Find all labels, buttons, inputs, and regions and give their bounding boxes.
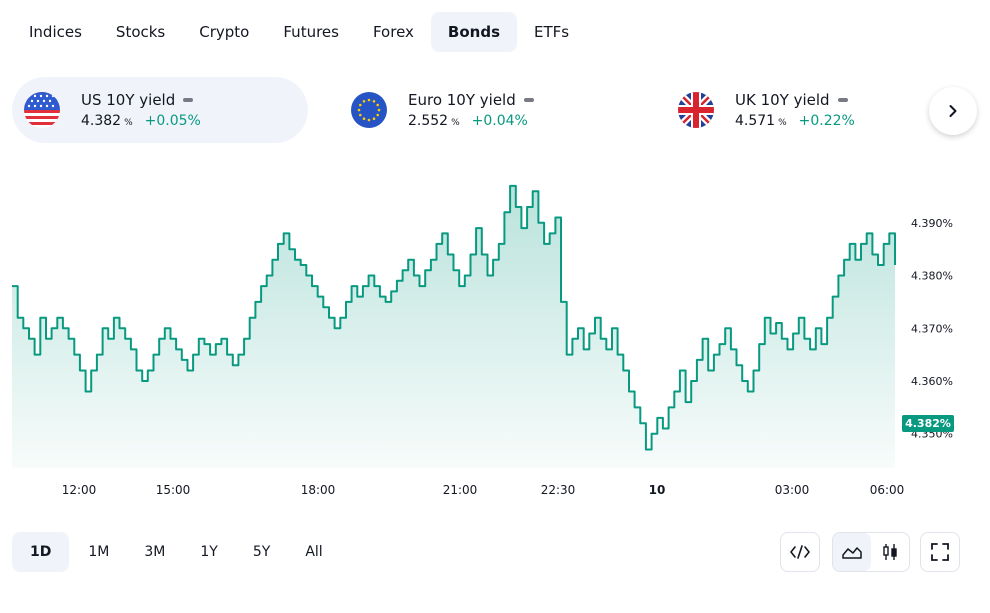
card-change: +0.22% — [798, 113, 855, 129]
y-tick-label: 4.360% — [911, 375, 953, 388]
symbol-cards: US 10Y yield 4.382 % +0.05% Euro 10Y yie… — [12, 77, 978, 143]
card-change: +0.04% — [471, 113, 528, 129]
last-price-badge: 4.382% — [902, 415, 954, 432]
tab-etfs[interactable]: ETFs — [534, 23, 570, 41]
x-tick-label: 18:00 — [301, 483, 336, 497]
tab-crypto[interactable]: Crypto — [199, 23, 250, 41]
minus-icon — [523, 98, 534, 102]
card-price: 4.382 — [81, 113, 122, 129]
card-title: UK 10Y yield — [735, 91, 830, 109]
range-1m[interactable]: 1M — [88, 544, 110, 560]
fullscreen-icon — [931, 543, 949, 561]
y-tick-label: 4.370% — [911, 322, 953, 335]
card-price: 2.552 — [408, 113, 449, 129]
x-tick-label: 15:00 — [156, 483, 191, 497]
market-tabs: Indices Stocks Crypto Futures Forex Bond… — [12, 12, 586, 52]
area-style-button[interactable] — [833, 533, 871, 571]
tab-forex[interactable]: Forex — [372, 23, 414, 41]
embed-button[interactable] — [780, 532, 820, 572]
x-tick-label: 10 — [649, 483, 666, 497]
area-chart-icon — [842, 547, 862, 559]
candles-style-button[interactable] — [871, 533, 909, 571]
card-us-10y[interactable]: US 10Y yield 4.382 % +0.05% — [12, 77, 308, 143]
range-tabs: 1D 1M 3M 1Y 5Y All — [12, 532, 342, 572]
series-area — [12, 185, 895, 468]
card-uk-10y[interactable]: UK 10Y yield 4.571 % +0.22% — [666, 77, 926, 143]
y-tick-label: 4.390% — [911, 217, 953, 230]
chart-style-toggle — [832, 532, 910, 572]
fullscreen-button[interactable] — [920, 532, 960, 572]
minus-icon — [183, 98, 194, 102]
next-cards-button[interactable] — [929, 87, 977, 135]
x-tick-label: 21:00 — [443, 483, 478, 497]
uk-flag-icon — [678, 92, 714, 128]
minus-icon — [837, 98, 848, 102]
tab-futures[interactable]: Futures — [283, 23, 339, 41]
card-title: US 10Y yield — [81, 91, 176, 109]
range-1d[interactable]: 1D — [12, 532, 70, 572]
range-3m[interactable]: 3M — [144, 544, 166, 560]
card-unit: % — [124, 118, 133, 128]
eu-flag-icon — [351, 92, 387, 128]
chevron-right-icon — [949, 105, 957, 117]
x-tick-label: 06:00 — [870, 483, 905, 497]
card-change: +0.05% — [144, 113, 201, 129]
y-tick-label: 4.380% — [911, 270, 953, 283]
chart-canvas: 4.390%4.380%4.370%4.360%4.350% 12:00 15:0… — [12, 184, 953, 497]
x-tick-label: 03:00 — [775, 483, 810, 497]
card-price: 4.571 — [735, 113, 776, 129]
range-all[interactable]: All — [305, 544, 323, 560]
x-tick-label: 22:30 — [541, 483, 576, 497]
tab-bonds[interactable]: Bonds — [430, 12, 518, 52]
card-euro-10y[interactable]: Euro 10Y yield 2.552 % +0.04% — [339, 77, 639, 143]
card-unit: % — [778, 118, 787, 128]
range-5y[interactable]: 5Y — [252, 544, 271, 560]
yield-chart[interactable]: 4.390% 4.380% 4.370% 4.360% 4.350% 12:00 15:0… — [0, 150, 990, 510]
range-1y[interactable]: 1Y — [200, 544, 218, 560]
card-title: Euro 10Y yield — [408, 91, 516, 109]
code-icon — [790, 545, 810, 559]
series-line — [12, 184, 896, 451]
card-unit: % — [451, 118, 460, 128]
us-flag-icon — [24, 92, 60, 128]
tab-indices[interactable]: Indices — [29, 23, 82, 41]
candlestick-icon — [883, 544, 897, 560]
x-tick-label: 12:00 — [62, 483, 97, 497]
tab-stocks[interactable]: Stocks — [115, 23, 166, 41]
